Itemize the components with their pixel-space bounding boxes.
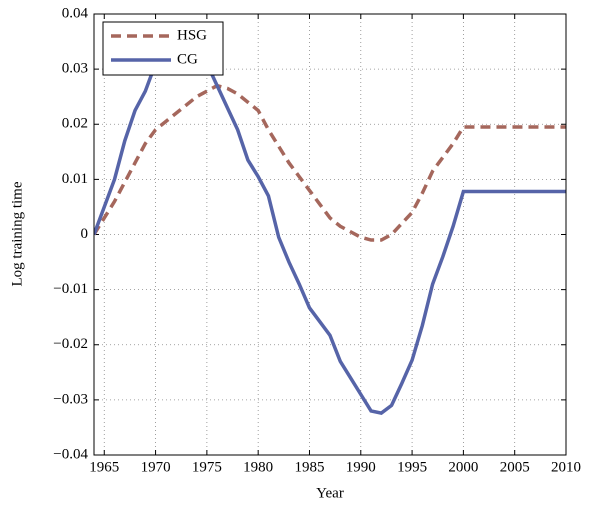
y-tick-label: −0.02 bbox=[53, 336, 88, 352]
series-line bbox=[94, 83, 566, 242]
x-tick-label: 1975 bbox=[192, 459, 222, 475]
y-tick-label: 0 bbox=[81, 226, 89, 242]
y-tick-label: 0.01 bbox=[62, 171, 88, 187]
x-tick-label: 1990 bbox=[346, 459, 376, 475]
x-tick-label: 2000 bbox=[448, 459, 478, 475]
x-tick-label: 1965 bbox=[89, 459, 119, 475]
x-tick-label: 1970 bbox=[141, 459, 171, 475]
y-tick-label: −0.04 bbox=[53, 446, 88, 462]
x-tick-label: 1980 bbox=[243, 459, 273, 475]
y-tick-label: 0.03 bbox=[62, 61, 88, 77]
x-tick-label: 2010 bbox=[551, 459, 581, 475]
legend-label: HSG bbox=[177, 27, 207, 43]
legend-box bbox=[102, 21, 224, 76]
y-tick-label: 0.02 bbox=[62, 116, 88, 132]
legend-label: CG bbox=[177, 51, 198, 67]
x-tick-label: 2005 bbox=[500, 459, 530, 475]
y-tick-label: −0.03 bbox=[53, 391, 88, 407]
plot-area bbox=[94, 45, 566, 415]
y-tick-label: 0.04 bbox=[62, 5, 89, 21]
plot-frame bbox=[93, 13, 567, 456]
x-axis-label: Year bbox=[316, 485, 344, 501]
x-tick-label: 1985 bbox=[294, 459, 324, 475]
series-line bbox=[94, 45, 566, 415]
y-axis-label: Log training time bbox=[9, 181, 25, 286]
x-tick-label: 1995 bbox=[397, 459, 427, 475]
y-tick-label: −0.01 bbox=[53, 281, 88, 297]
